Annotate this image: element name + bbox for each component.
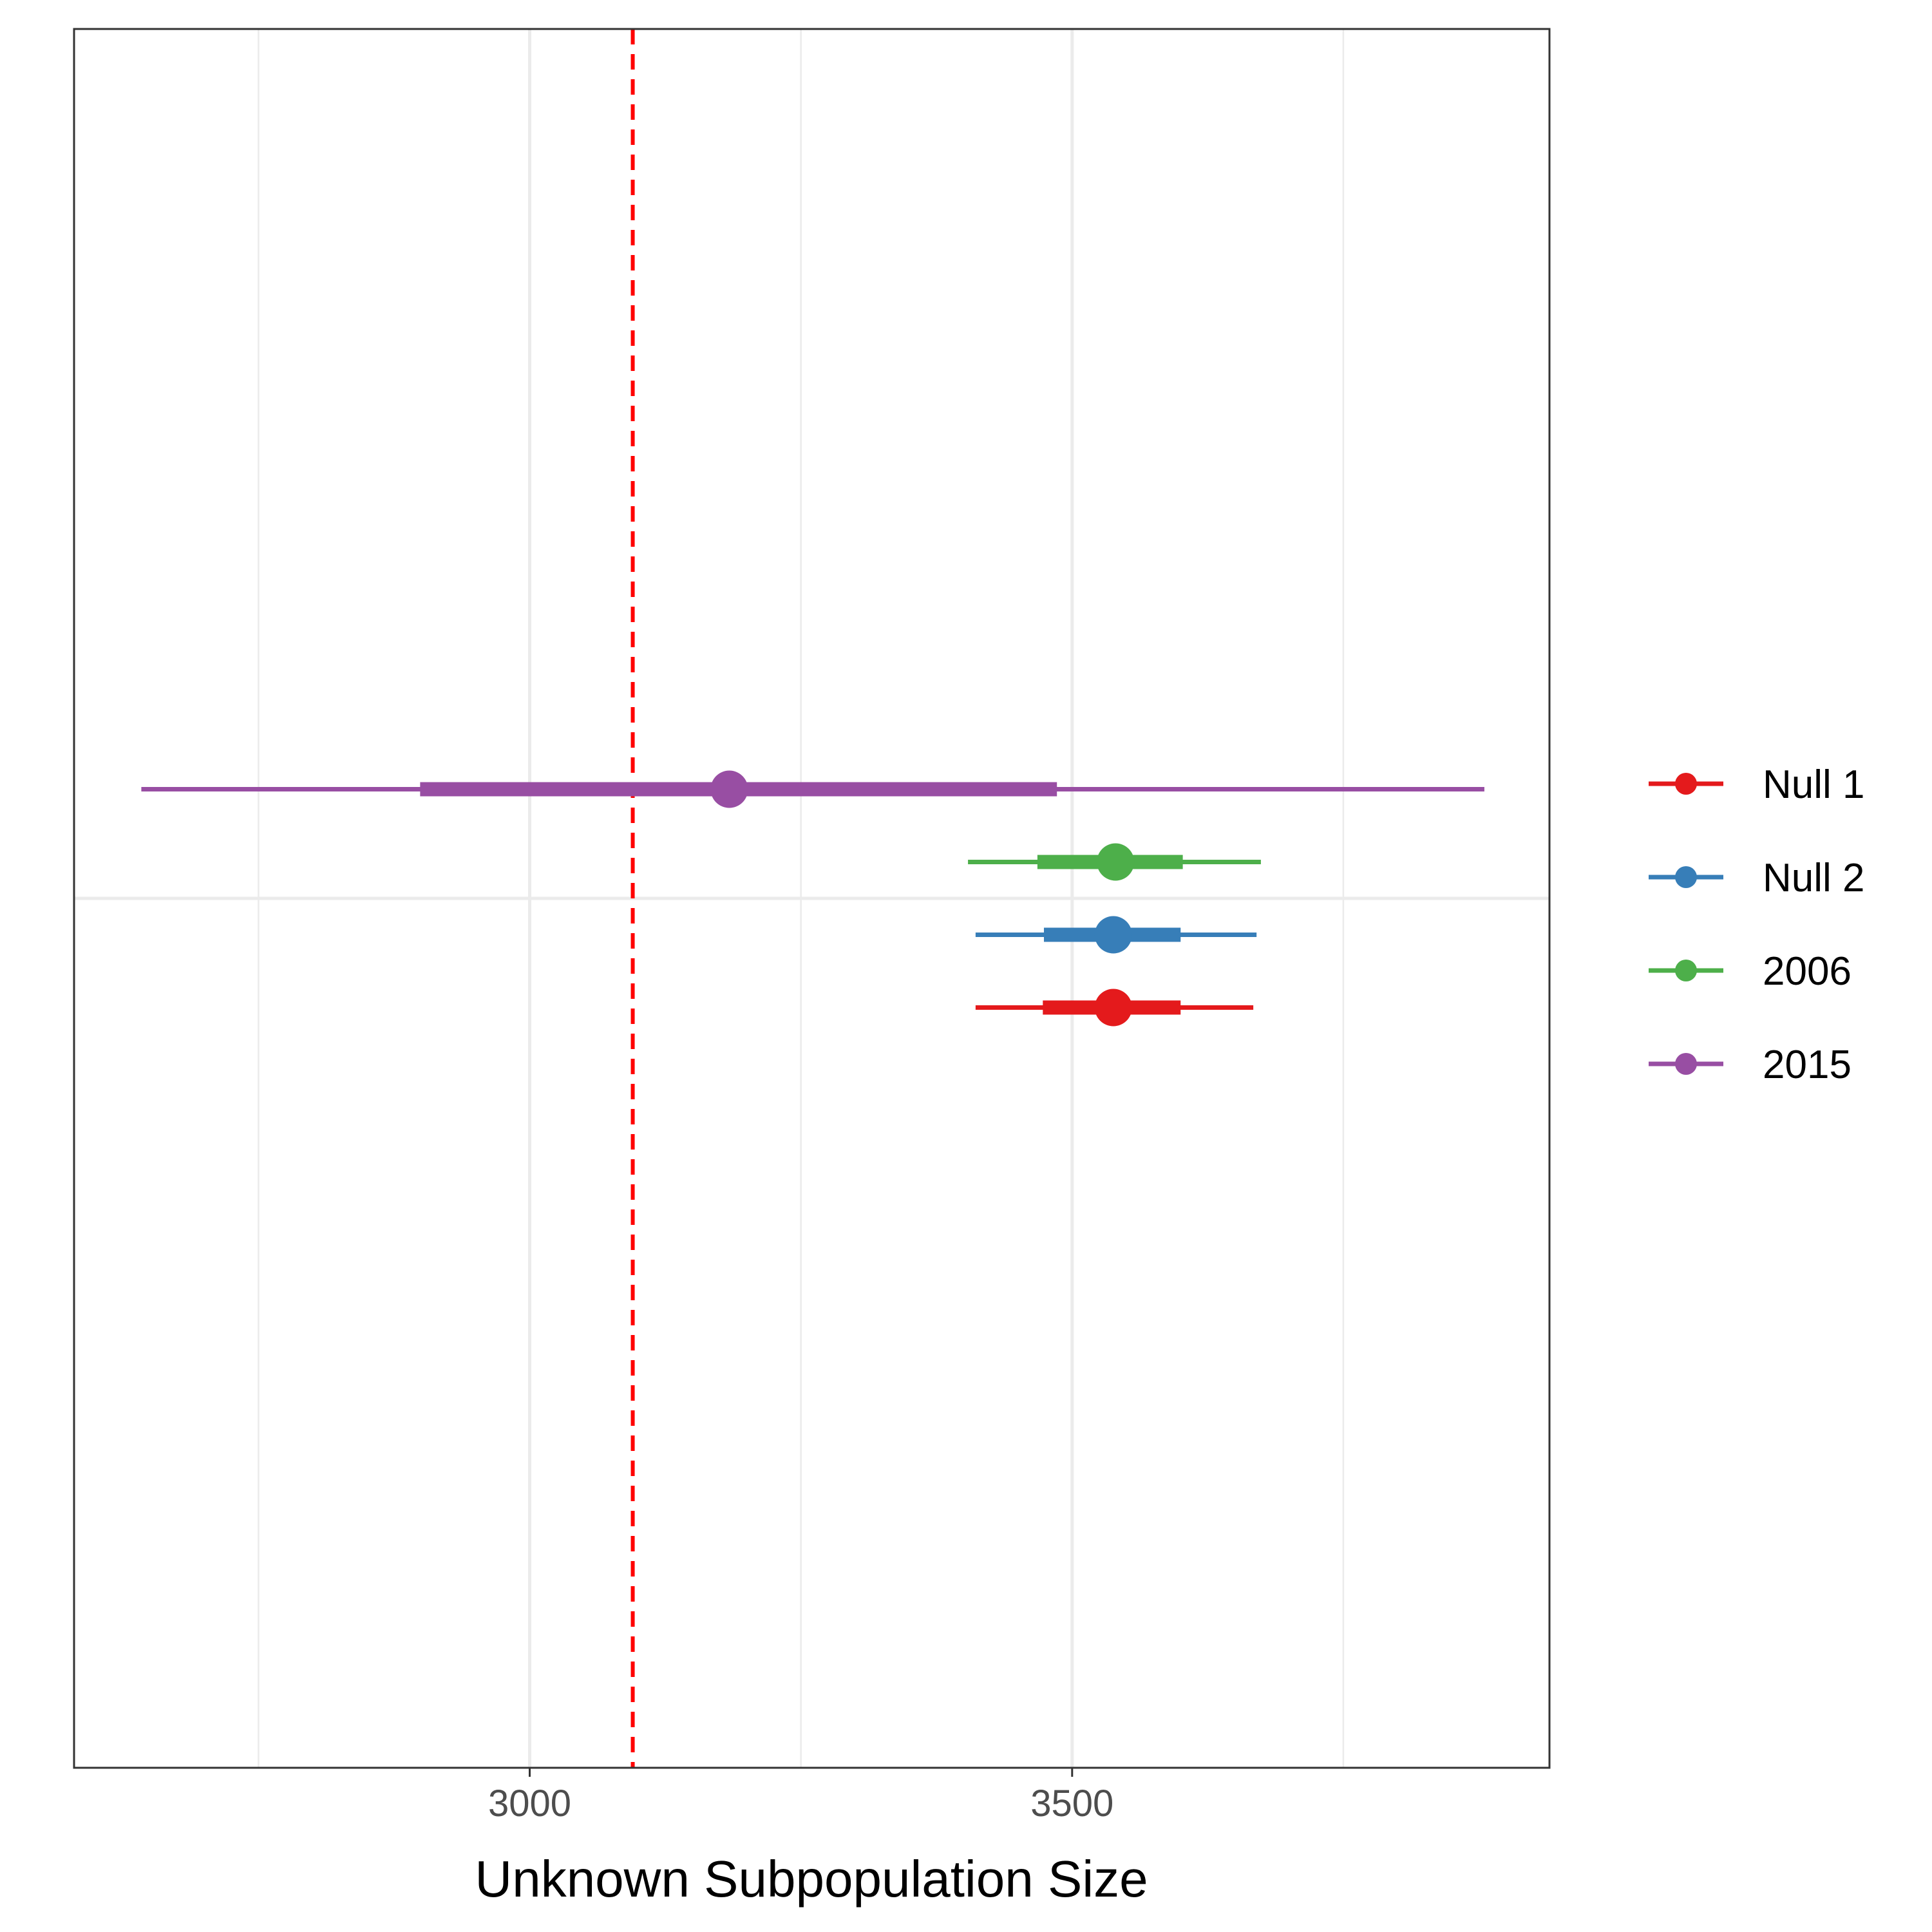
panel-border <box>73 28 1551 1769</box>
x-axis-title: Unknown Subpopulation Size <box>475 1850 1148 1908</box>
x-tick-label: 3000 <box>488 1783 571 1824</box>
x-axis: 3000 3500 <box>488 1768 1113 1824</box>
point-estimate <box>1094 989 1132 1027</box>
legend-label: Null 1 <box>1763 762 1865 807</box>
legend-key-point <box>1675 773 1697 795</box>
legend-label: 2015 <box>1763 1043 1852 1087</box>
legend-item: 2006 <box>1649 949 1852 994</box>
series-null-2 <box>975 916 1257 954</box>
point-estimate <box>1094 916 1132 954</box>
legend-item: Null 1 <box>1649 762 1865 807</box>
series-2015 <box>141 770 1484 808</box>
legend-item: 2015 <box>1649 1043 1852 1087</box>
grid-lines <box>74 29 1549 1768</box>
series-group <box>141 770 1484 1027</box>
legend-key-point <box>1675 960 1697 981</box>
series-null-1 <box>975 989 1254 1027</box>
legend-label: Null 2 <box>1763 856 1865 900</box>
legend-item: Null 2 <box>1649 856 1865 900</box>
legend: Null 1 Null 2 2006 2015 <box>1649 762 1865 1087</box>
series-2006 <box>968 843 1261 881</box>
x-tick-label: 3500 <box>1030 1783 1113 1824</box>
point-estimate <box>1097 843 1135 881</box>
point-estimate <box>710 770 748 808</box>
legend-label: 2006 <box>1763 949 1852 994</box>
legend-key-point <box>1675 1053 1697 1075</box>
legend-key-point <box>1675 866 1697 888</box>
